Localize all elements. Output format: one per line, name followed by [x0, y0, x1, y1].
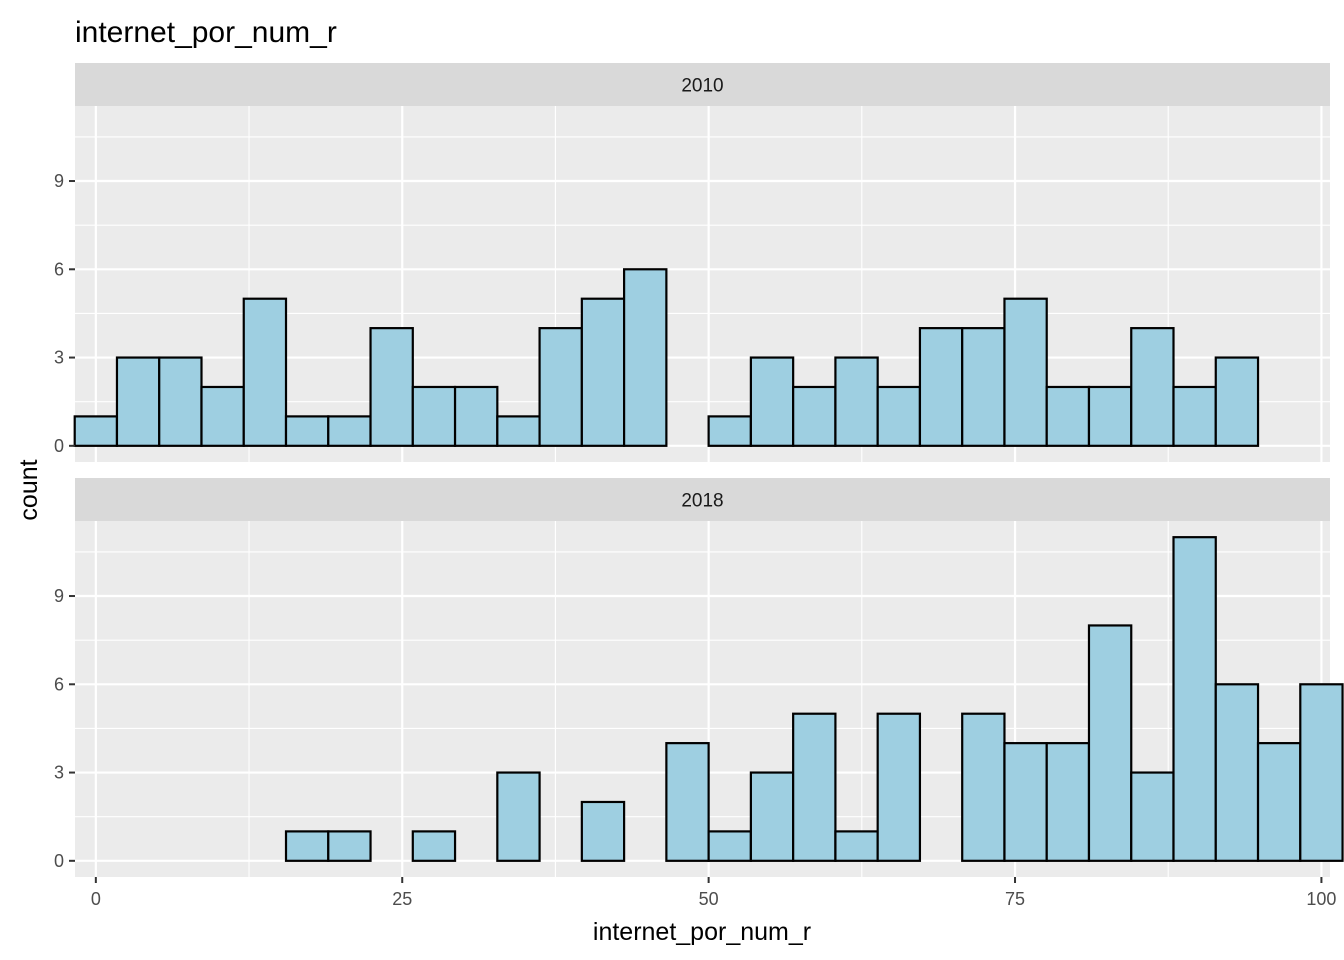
- histogram-bar: [622, 268, 668, 447]
- facet-panel-2010: 2010 0 3 6 9: [54, 63, 1330, 462]
- histogram-bar: [1003, 742, 1048, 862]
- histogram-bar: [918, 327, 964, 447]
- y-tick-label: 0: [54, 851, 64, 871]
- histogram-bars: [73, 268, 1260, 447]
- histogram-bar: [284, 830, 330, 862]
- y-tick-label: 9: [54, 171, 64, 191]
- chart-title: internet_por_num_r: [75, 16, 337, 49]
- histogram-bar: [327, 830, 372, 862]
- histogram-bar: [411, 385, 457, 447]
- histogram-bar: [411, 830, 457, 862]
- x-tick-label: 0: [91, 889, 101, 909]
- x-axis-title: internet_por_num_r: [593, 918, 811, 946]
- facet-strip: [75, 478, 1330, 521]
- histogram-bar: [73, 415, 119, 447]
- histogram-bar: [496, 771, 541, 862]
- facet-panel-2018: 2018 0 3 6 9: [54, 478, 1344, 877]
- histogram-bar: [876, 385, 922, 447]
- histogram-bar: [876, 712, 922, 862]
- histogram-bar: [453, 385, 499, 447]
- y-axis: 0 3 6 9: [54, 171, 75, 456]
- histogram-bar: [961, 327, 1006, 447]
- histogram-bar: [1087, 624, 1133, 862]
- histogram-bar: [1087, 385, 1133, 447]
- facet-panels: 2010 0 3 6 9 2018 0 3 6 9: [54, 63, 1344, 877]
- y-tick-label: 6: [54, 674, 64, 694]
- histogram-bar: [580, 800, 626, 862]
- histogram-bar: [792, 712, 837, 862]
- histogram-bar: [284, 415, 330, 447]
- histogram-bar: [1045, 742, 1091, 862]
- histogram-bar: [538, 327, 583, 447]
- histogram-bar: [1172, 385, 1217, 447]
- histogram-bar: [749, 771, 795, 862]
- histogram-bar: [1172, 536, 1217, 862]
- histogram-bar: [707, 415, 752, 447]
- histogram-bar: [1214, 356, 1260, 447]
- x-tick-label: 75: [1005, 889, 1025, 909]
- y-axis-title: count: [15, 459, 43, 520]
- y-tick-label: 6: [54, 259, 64, 279]
- facet-strip-label: 2010: [681, 76, 723, 97]
- facet-strip-label: 2018: [681, 491, 723, 512]
- histogram-bar: [749, 356, 795, 447]
- x-tick-label: 25: [392, 889, 412, 909]
- histogram-bar: [369, 327, 414, 447]
- y-tick-label: 3: [54, 348, 64, 368]
- histogram-bars: [284, 536, 1344, 862]
- facet-strip: [75, 63, 1330, 106]
- histogram-bar: [1130, 771, 1175, 862]
- histogram-bar: [1045, 385, 1091, 447]
- histogram-bar: [327, 415, 372, 447]
- histogram-bar: [1299, 683, 1344, 862]
- histogram-bar: [496, 415, 541, 447]
- histogram-bar: [242, 297, 288, 447]
- x-axis: 0 25 50 75 100: [91, 877, 1336, 909]
- histogram-bar: [1130, 327, 1175, 447]
- y-axis: 0 3 6 9: [54, 586, 75, 871]
- histogram-bar: [1256, 742, 1302, 862]
- y-tick-label: 9: [54, 586, 64, 606]
- histogram-bar: [580, 297, 626, 447]
- y-tick-label: 3: [54, 763, 64, 783]
- histogram-bar: [792, 385, 837, 447]
- histogram-bar: [707, 830, 752, 862]
- histogram-bar: [115, 356, 161, 447]
- x-tick-label: 50: [699, 889, 719, 909]
- histogram-bar: [665, 742, 710, 862]
- histogram-bar: [200, 385, 245, 447]
- histogram-bar: [1214, 683, 1260, 862]
- histogram-bar: [834, 356, 879, 447]
- histogram-bar: [1003, 297, 1048, 447]
- x-tick-label: 100: [1306, 889, 1336, 909]
- histogram-bar: [834, 830, 879, 862]
- y-tick-label: 0: [54, 436, 64, 456]
- histogram-bar: [961, 712, 1006, 862]
- histogram-bar: [158, 356, 203, 447]
